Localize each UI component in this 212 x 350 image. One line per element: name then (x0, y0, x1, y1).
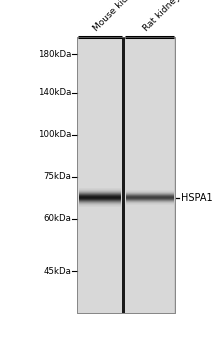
Bar (78, 37, 122, 313)
Text: 140kDa: 140kDa (38, 88, 71, 97)
Text: 180kDa: 180kDa (38, 50, 71, 59)
Bar (77, 37, 175, 313)
Text: HSPA12A: HSPA12A (181, 193, 212, 203)
Text: Rat kidney: Rat kidney (141, 0, 182, 33)
Bar (122, 37, 125, 313)
Text: 45kDa: 45kDa (43, 267, 71, 276)
Text: 100kDa: 100kDa (38, 130, 71, 139)
Text: Mouse kidney: Mouse kidney (91, 0, 142, 33)
Text: 60kDa: 60kDa (43, 214, 71, 223)
Bar (77, 37, 175, 313)
Bar (125, 37, 174, 313)
Text: 75kDa: 75kDa (43, 172, 71, 181)
